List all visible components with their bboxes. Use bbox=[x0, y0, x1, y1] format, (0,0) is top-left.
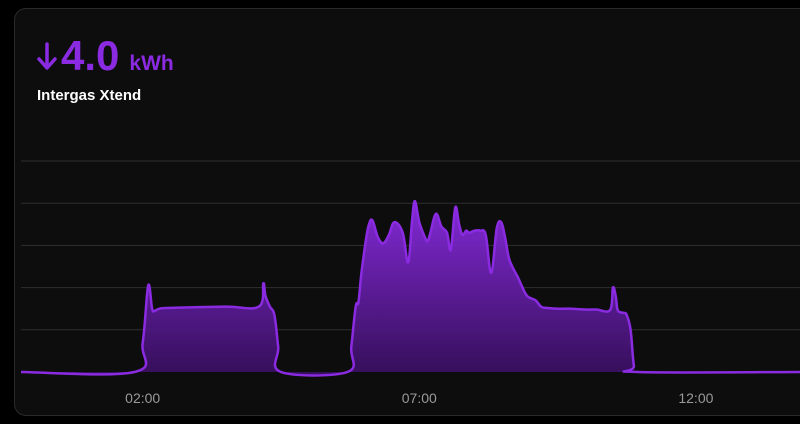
energy-chart: 02:00 07:00 12:00 bbox=[20, 160, 800, 406]
x-axis-ticks: 02:00 07:00 12:00 bbox=[125, 390, 713, 406]
chart-series bbox=[20, 199, 800, 377]
entity-name: Intergas Xtend bbox=[37, 87, 142, 104]
x-tick-label-2: 12:00 bbox=[678, 390, 713, 406]
energy-card[interactable]: 4.0 kWh Intergas Xtend 02:00 07:00 12:00 bbox=[14, 8, 800, 416]
series-line-0 bbox=[20, 199, 800, 377]
energy-value-row: 4.0 kWh bbox=[37, 35, 174, 77]
arrow-down-icon bbox=[37, 42, 57, 70]
x-tick-label-1: 07:00 bbox=[402, 390, 437, 406]
x-tick-label-0: 02:00 bbox=[125, 390, 160, 406]
energy-unit: kWh bbox=[129, 52, 174, 75]
energy-value: 4.0 bbox=[61, 32, 120, 79]
series-area-0 bbox=[21, 201, 800, 376]
